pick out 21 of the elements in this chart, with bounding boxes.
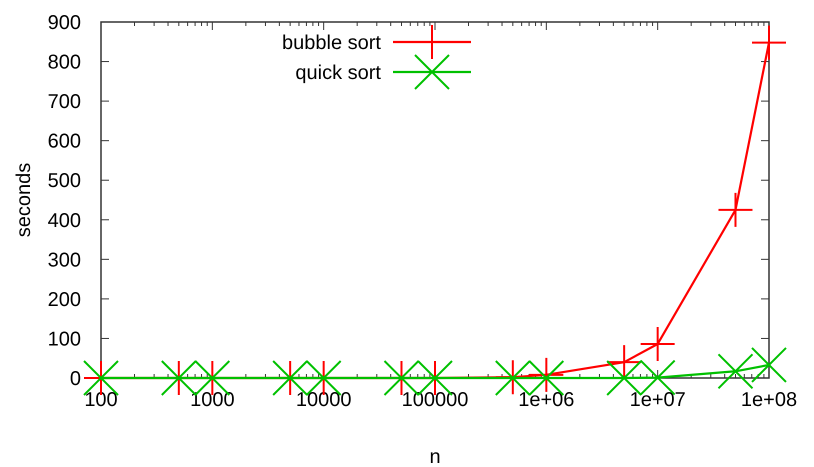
legend-label: quick sort	[295, 62, 382, 84]
y-tick-label: 200	[48, 288, 81, 311]
y-tick-label: 0	[70, 368, 81, 390]
y-axis-title: seconds	[13, 162, 35, 238]
y-tick-label: 100	[48, 328, 81, 350]
x-axis-title: n	[429, 446, 441, 467]
y-tick-label: 400	[48, 210, 81, 232]
x-tick-label: 10000	[296, 389, 352, 411]
y-tick-label: 900	[48, 12, 81, 34]
y-tick-label: 700	[48, 91, 81, 114]
x-tick-label: 1e+08	[740, 389, 798, 411]
x-tick-label: 1000	[190, 389, 235, 411]
y-tick-label: 500	[48, 170, 81, 192]
x-tick-label: 100	[84, 389, 118, 411]
y-tick-label: 600	[48, 130, 81, 153]
y-tick-label: 300	[48, 249, 81, 272]
x-tick-label: 1e+07	[630, 389, 686, 411]
legend-label: bubble sort	[282, 32, 382, 54]
x-tick-label: 100000	[402, 389, 468, 411]
y-tick-label: 800	[48, 52, 81, 74]
x-tick-label: 1e+06	[518, 389, 574, 411]
